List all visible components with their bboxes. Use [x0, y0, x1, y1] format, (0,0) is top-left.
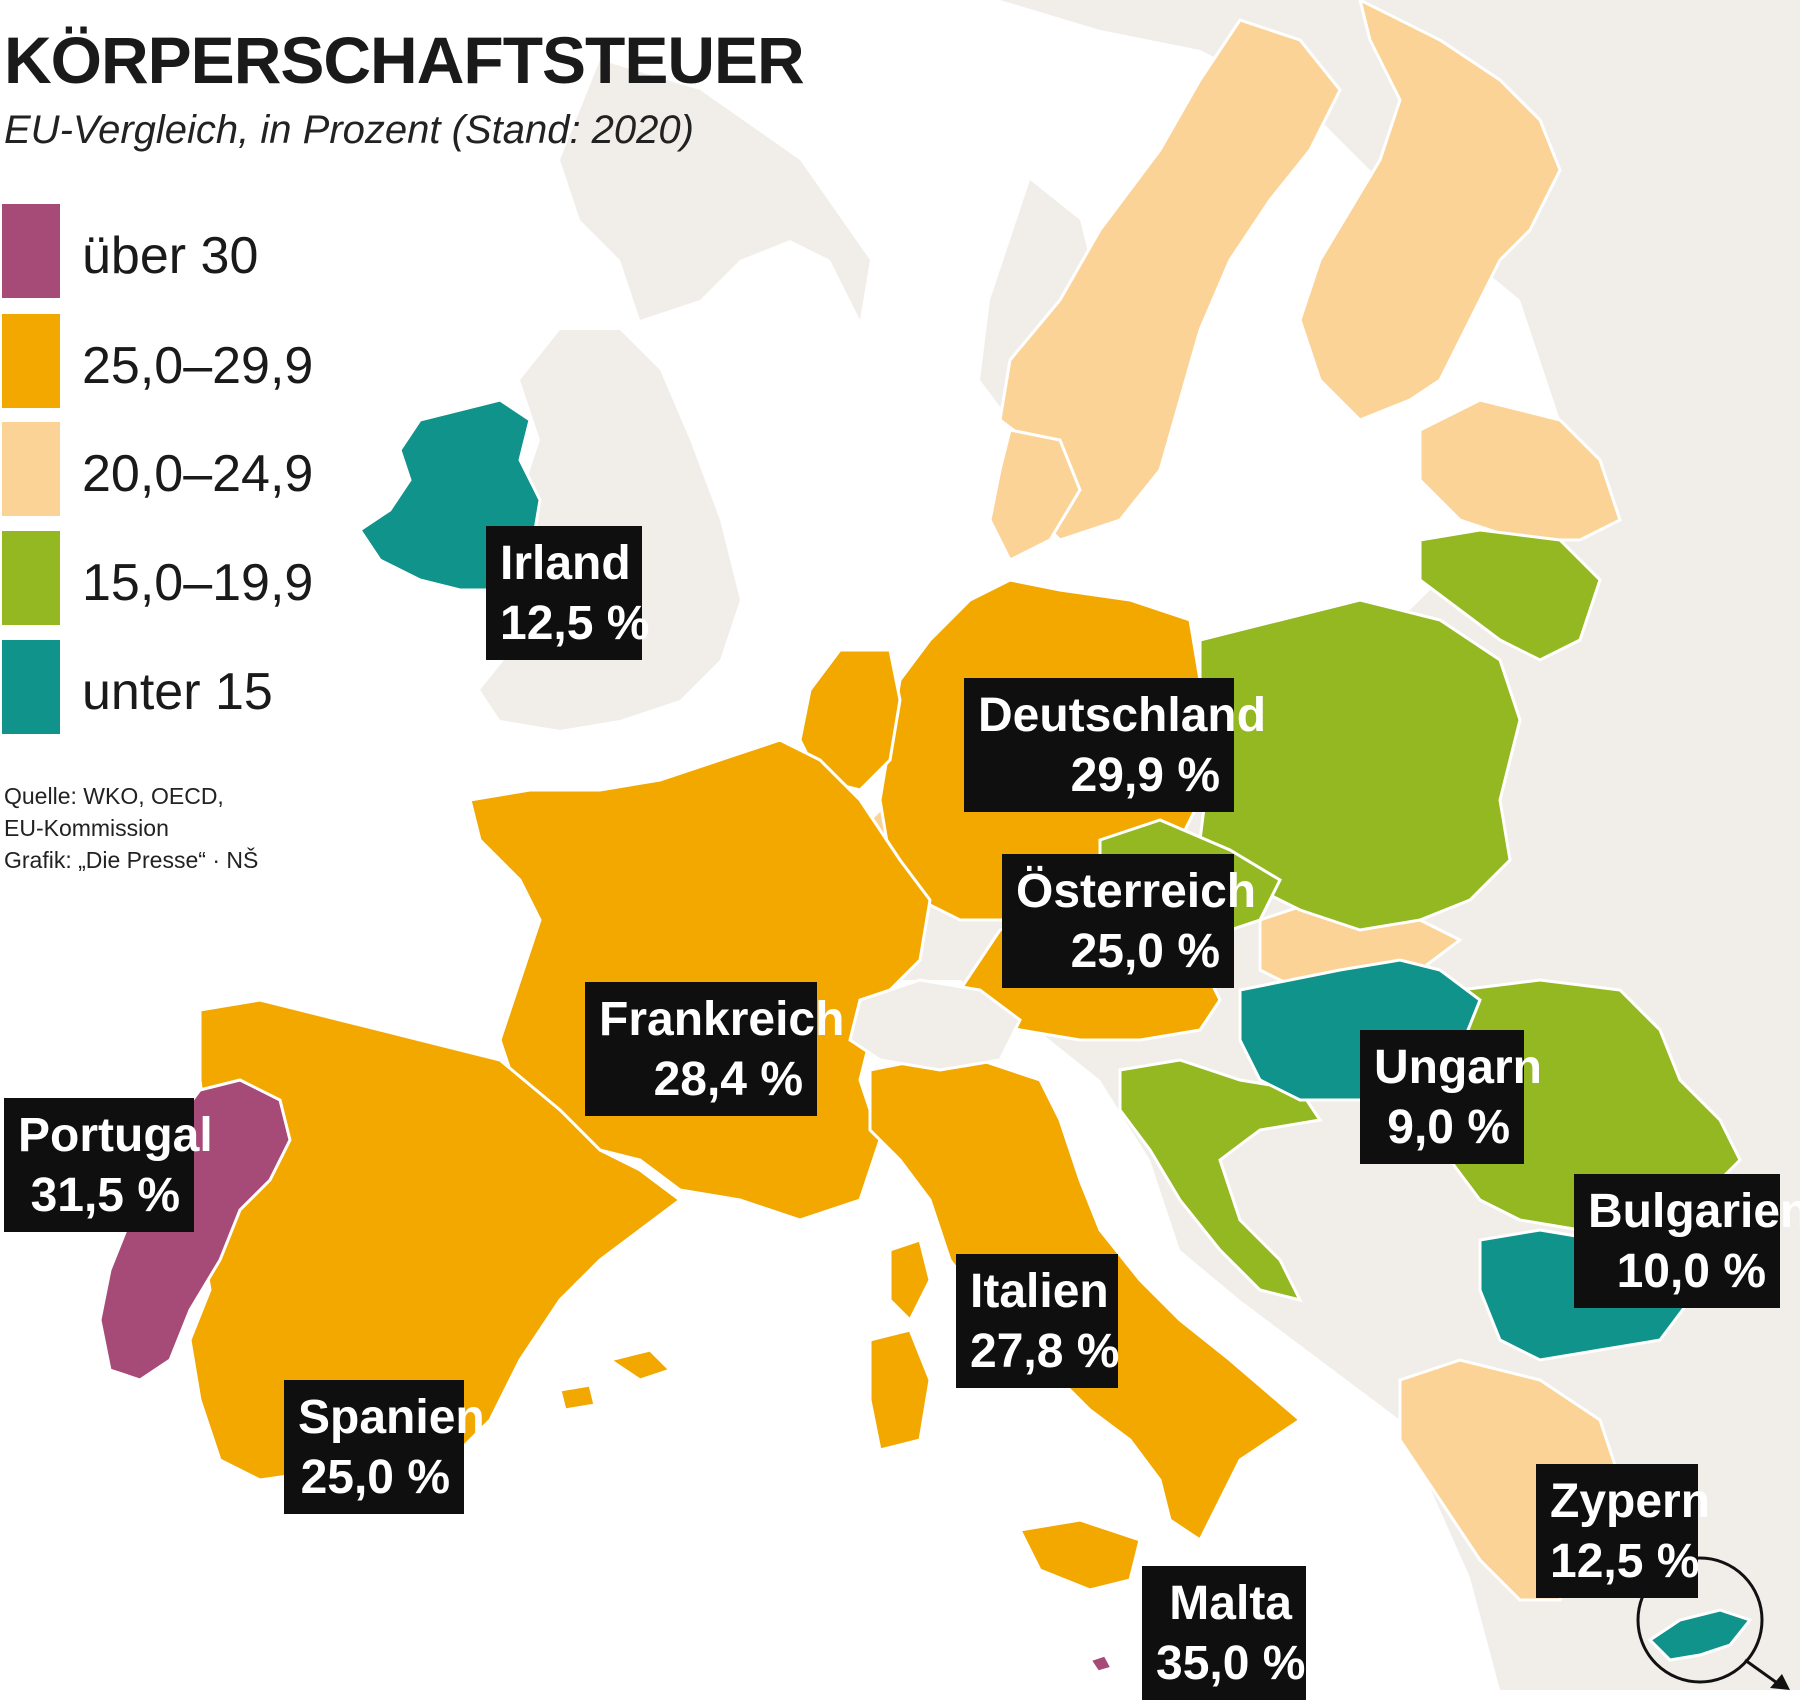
callout-frankreich: Frankreich 28,4 % — [585, 982, 845, 1116]
callout-oesterreich-value: 25,0 % — [1070, 925, 1220, 978]
callout-italien-value: 27,8 % — [970, 1325, 1120, 1378]
cyprus-inset-arrow-head — [1770, 1674, 1790, 1690]
legend-swatch-over-30 — [2, 204, 60, 298]
callout-malta-name: Malta — [1169, 1577, 1292, 1630]
callout-frankreich-value: 28,4 % — [653, 1053, 803, 1106]
cyprus-inset-arrow-line — [1744, 1658, 1781, 1687]
page-subtitle: EU-Vergleich, in Prozent (Stand: 2020) — [4, 108, 694, 152]
legend-label-under-15: unter 15 — [82, 663, 273, 721]
callout-spanien-value: 25,0 % — [300, 1451, 450, 1504]
callout-bulgarien-value: 10,0 % — [1616, 1245, 1766, 1298]
callout-deutschland: Deutschland 29,9 % — [964, 678, 1267, 812]
callout-bulgarien: Bulgarien 10,0 % — [1574, 1174, 1800, 1308]
callout-deutschland-value: 29,9 % — [1070, 749, 1220, 802]
legend-swatch-25-29-9 — [2, 314, 60, 408]
legend-swatch-15-19-9 — [2, 531, 60, 625]
legend-label-25-29-9: 25,0–29,9 — [82, 337, 314, 395]
switzerland-shape — [848, 978, 1022, 1072]
callout-ungarn: Ungarn 9,0 % — [1360, 1030, 1542, 1164]
callout-portugal-name: Portugal — [18, 1109, 213, 1162]
callout-ungarn-name: Ungarn — [1374, 1041, 1542, 1094]
callout-zypern-name: Zypern — [1550, 1475, 1711, 1528]
legend-label-over-30: über 30 — [82, 227, 259, 285]
callout-malta: Malta 35,0 % — [1142, 1566, 1306, 1700]
callout-deutschland-name: Deutschland — [978, 689, 1267, 742]
legend-item-15-19-9: 15,0–19,9 — [0, 531, 360, 625]
callout-malta-value: 35,0 % — [1156, 1637, 1306, 1690]
legend-label-20-24-9: 20,0–24,9 — [82, 445, 314, 503]
callout-ungarn-value: 9,0 % — [1387, 1101, 1510, 1154]
legend-item-over-30: über 30 — [0, 204, 360, 298]
cyprus-inset-circle — [1636, 1556, 1764, 1684]
source-line-3: Grafik: „Die Presse“ · NŠ — [4, 847, 259, 873]
legend-swatch-20-24-9 — [2, 422, 60, 516]
callout-irland-name: Irland — [500, 537, 631, 590]
legend-swatch-under-15 — [2, 640, 60, 734]
legend-item-20-24-9: 20,0–24,9 — [0, 422, 360, 516]
callout-irland-value: 12,5 % — [500, 597, 650, 650]
callout-portugal: Portugal 31,5 % — [4, 1098, 213, 1232]
callout-italien: Italien 27,8 % — [956, 1254, 1120, 1388]
legend-label-15-19-9: 15,0–19,9 — [82, 554, 314, 612]
callout-spanien-name: Spanien — [298, 1391, 485, 1444]
callout-oesterreich: Österreich 25,0 % — [1002, 854, 1257, 988]
legend-item-25-29-9: 25,0–29,9 — [0, 314, 360, 408]
source-line-1: Quelle: WKO, OECD, — [4, 783, 224, 809]
callout-zypern-value: 12,5 % — [1550, 1535, 1700, 1588]
callout-zypern: Zypern 12,5 % — [1536, 1464, 1711, 1598]
callout-portugal-value: 31,5 % — [30, 1169, 180, 1222]
light-orange-region — [868, 0, 1622, 1602]
callout-spanien: Spanien 25,0 % — [284, 1380, 485, 1514]
callout-bulgarien-name: Bulgarien — [1588, 1185, 1800, 1238]
page-title: KÖRPERSCHAFTSTEUER — [4, 23, 805, 97]
callout-irland: Irland 12,5 % — [486, 526, 650, 660]
legend-item-under-15: unter 15 — [0, 640, 360, 734]
callout-italien-name: Italien — [970, 1265, 1109, 1318]
green-region — [1098, 528, 1742, 1303]
source-line-2: EU-Kommission — [4, 815, 169, 841]
source-note: Quelle: WKO, OECD, EU-Kommission Grafik:… — [4, 780, 258, 876]
callout-frankreich-name: Frankreich — [599, 993, 845, 1046]
callout-oesterreich-name: Österreich — [1016, 865, 1257, 918]
